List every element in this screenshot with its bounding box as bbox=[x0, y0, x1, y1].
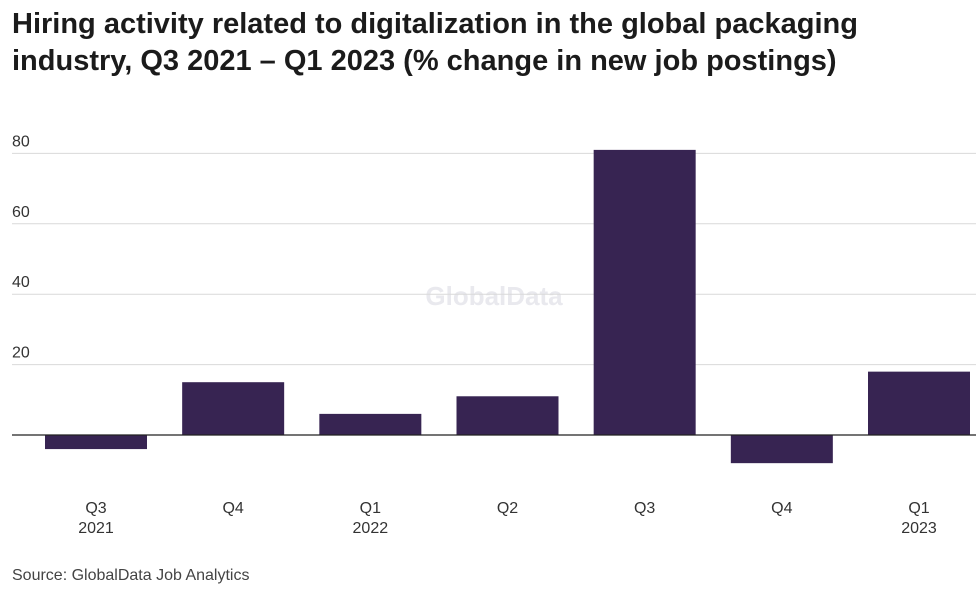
x-tick-year-label: 2021 bbox=[78, 520, 114, 537]
x-axis-labels: Q3 2021 Q4 Q1 2022 Q2 Q3 Q4 Q1 2023 bbox=[78, 500, 937, 537]
x-tick-year-label: 2023 bbox=[901, 520, 937, 537]
x-tick-label: Q3 bbox=[85, 500, 106, 517]
y-tick-label: 20 bbox=[12, 345, 30, 362]
x-tick-label: Q1 bbox=[908, 500, 929, 517]
bar-1 bbox=[45, 435, 147, 450]
bar-2 bbox=[182, 382, 285, 435]
bar-4 bbox=[456, 396, 559, 435]
source-note: Source: GlobalData Job Analytics bbox=[12, 567, 250, 584]
bar-7 bbox=[868, 371, 970, 435]
bar-3 bbox=[319, 413, 422, 435]
bar-6 bbox=[730, 435, 833, 464]
watermark-text: GlobalData bbox=[425, 281, 563, 311]
y-axis-ticks: 20 40 60 80 bbox=[12, 133, 30, 361]
bar-5 bbox=[593, 149, 696, 435]
x-tick-label: Q4 bbox=[222, 500, 243, 517]
x-tick-label: Q4 bbox=[771, 500, 792, 517]
x-tick-label: Q3 bbox=[634, 500, 655, 517]
gridlines bbox=[12, 152, 976, 366]
x-tick-label: Q1 bbox=[360, 500, 381, 517]
x-tick-label: Q2 bbox=[497, 500, 518, 517]
y-tick-label: 60 bbox=[12, 204, 30, 221]
chart-title: Hiring activity related to digitalizatio… bbox=[12, 8, 858, 77]
bars bbox=[45, 149, 970, 464]
y-tick-label: 80 bbox=[12, 133, 30, 150]
x-tick-year-label: 2022 bbox=[353, 520, 389, 537]
y-tick-label: 40 bbox=[12, 274, 30, 291]
